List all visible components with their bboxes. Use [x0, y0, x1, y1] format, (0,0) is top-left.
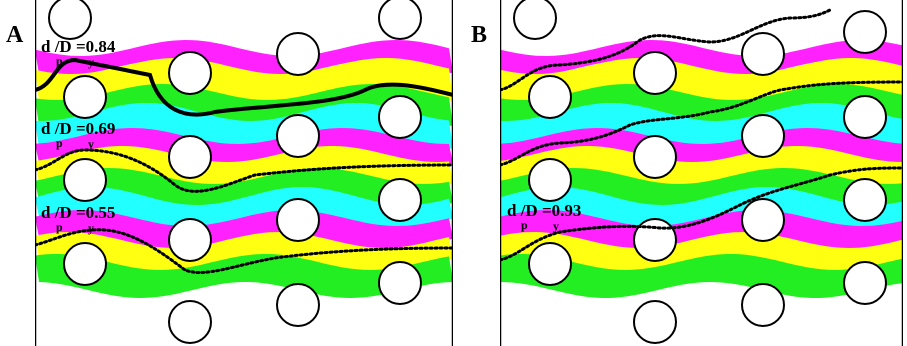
panel-a-label-1-sub-p: p [56, 54, 63, 68]
panel-b-band-yellow [500, 146, 903, 188]
panel-a-band-magenta [35, 210, 453, 252]
panel-a-band-green [35, 254, 453, 298]
panel-a-band-magenta [35, 128, 453, 166]
panel-a-post [168, 51, 212, 95]
panel-b-post [633, 51, 677, 95]
panel-a-band-yellow [35, 232, 453, 274]
panel-b-post [843, 95, 887, 139]
panel-b-trajectory [500, 166, 903, 262]
panel-b-post [741, 32, 785, 76]
panel-b-label-1-sub-p: p [521, 218, 528, 232]
panel-a-post [168, 300, 212, 344]
panel-a-post [63, 158, 107, 202]
panel-b-band-yellow [500, 58, 903, 102]
panel-b-post [741, 114, 785, 158]
panel-b-post [741, 198, 785, 242]
panel-b-post [528, 75, 572, 119]
panel-a-label-2: d /D =0.69 [41, 119, 116, 138]
panel-a-post [378, 0, 422, 40]
panel-a-label-3-sub-y: y [88, 221, 94, 235]
panel-a-post [63, 242, 107, 286]
panel-a-post [378, 261, 422, 305]
panel-a-letter: A [6, 22, 24, 48]
panel-b-band-magenta [500, 40, 903, 76]
panel-a-post [168, 218, 212, 262]
panel-a-band-yellow [35, 58, 453, 102]
panel-a-post [276, 283, 320, 327]
panel-a-post [168, 135, 212, 179]
panel-a-post [276, 32, 320, 76]
panel-a-label-1: d /D =0.84 [41, 37, 116, 56]
panel-a-post [378, 95, 422, 139]
panel-b-post [528, 242, 572, 286]
panel-b-letter: B [471, 22, 488, 48]
panel-a-label-2-sub-p: p [56, 136, 63, 150]
panel-b-post [633, 135, 677, 179]
panel-a-label-3-sub-p: p [56, 220, 63, 234]
panel-a-post [276, 114, 320, 158]
panel-a-post [63, 75, 107, 119]
panel-b-trajectory [500, 80, 903, 167]
panel-b-band-green [500, 254, 903, 298]
panel-b-post [633, 300, 677, 344]
panel-a-post [48, 0, 92, 40]
panel-b-post [741, 283, 785, 327]
panel-a-post [378, 178, 422, 222]
panel-b-label-1: d /D =0.93 [507, 201, 582, 220]
panel-b-band-yellow [500, 232, 903, 274]
panel-a-trajectory [35, 57, 453, 117]
panel-b-diagram [500, 0, 903, 346]
panel-b-label-1-sub-y: y [553, 219, 559, 233]
panel-b-trajectory [500, 8, 832, 92]
panel-a-trajectory [35, 228, 453, 274]
panel-a-label-3: d /D =0.55 [41, 203, 116, 222]
panel-a-band-cyan [35, 103, 453, 149]
panel-a-post [276, 198, 320, 242]
panel-b-post [513, 0, 557, 40]
panel-a-band-yellow [35, 146, 453, 188]
panel-b-post [843, 10, 887, 54]
panel-a-label-1-sub-y: y [88, 55, 94, 69]
panel-a-label-2-sub-y: y [88, 137, 94, 151]
panel-b-band-green [500, 84, 903, 126]
panel-b-post [843, 178, 887, 222]
panel-b-post [528, 158, 572, 202]
panel-a-trajectory [35, 148, 453, 193]
panel-b-post [843, 261, 887, 305]
panel-a-diagram [35, 0, 453, 346]
panel-a-band-magenta [35, 40, 453, 76]
panel-b-band-cyan [500, 103, 903, 149]
